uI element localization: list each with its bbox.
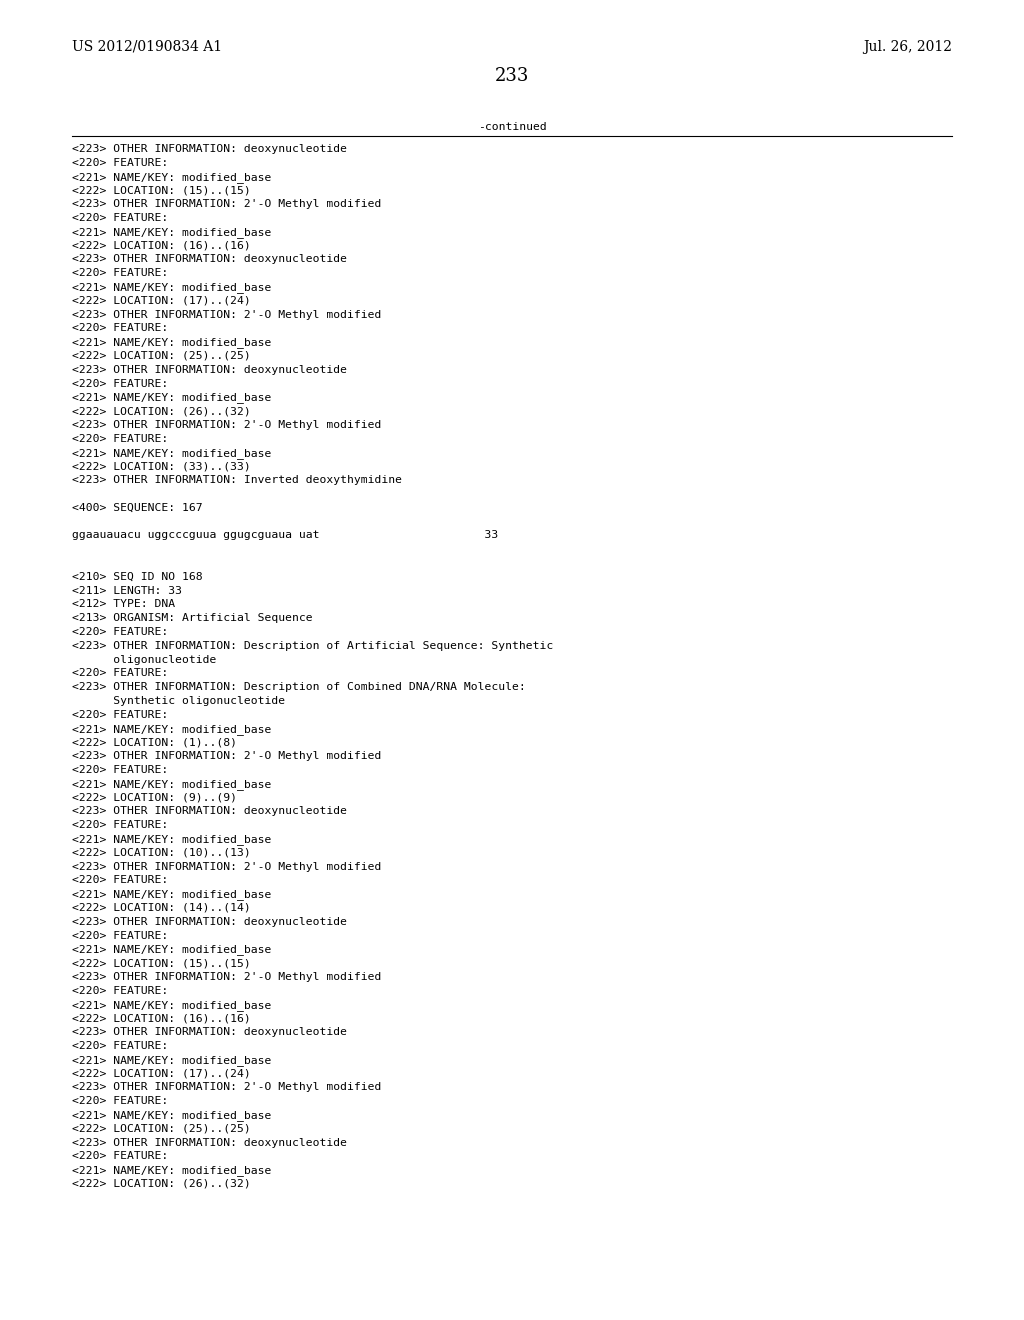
Text: <220> FEATURE:: <220> FEATURE: xyxy=(72,710,168,719)
Text: <221> NAME/KEY: modified_base: <221> NAME/KEY: modified_base xyxy=(72,1055,271,1065)
Text: <222> LOCATION: (17)..(24): <222> LOCATION: (17)..(24) xyxy=(72,1069,251,1078)
Text: <220> FEATURE:: <220> FEATURE: xyxy=(72,931,168,941)
Text: <222> LOCATION: (33)..(33): <222> LOCATION: (33)..(33) xyxy=(72,462,251,471)
Text: <223> OTHER INFORMATION: deoxynucleotide: <223> OTHER INFORMATION: deoxynucleotide xyxy=(72,255,347,264)
Text: <220> FEATURE:: <220> FEATURE: xyxy=(72,766,168,775)
Text: -continued: -continued xyxy=(477,121,547,132)
Text: <223> OTHER INFORMATION: deoxynucleotide: <223> OTHER INFORMATION: deoxynucleotide xyxy=(72,1138,347,1147)
Text: Synthetic oligonucleotide: Synthetic oligonucleotide xyxy=(72,696,285,706)
Text: <213> ORGANISM: Artificial Sequence: <213> ORGANISM: Artificial Sequence xyxy=(72,614,312,623)
Text: <221> NAME/KEY: modified_base: <221> NAME/KEY: modified_base xyxy=(72,227,271,238)
Text: <221> NAME/KEY: modified_base: <221> NAME/KEY: modified_base xyxy=(72,1110,271,1121)
Text: <222> LOCATION: (26)..(32): <222> LOCATION: (26)..(32) xyxy=(72,407,251,416)
Text: <223> OTHER INFORMATION: Description of Combined DNA/RNA Molecule:: <223> OTHER INFORMATION: Description of … xyxy=(72,682,525,692)
Text: <222> LOCATION: (25)..(25): <222> LOCATION: (25)..(25) xyxy=(72,1123,251,1134)
Text: <221> NAME/KEY: modified_base: <221> NAME/KEY: modified_base xyxy=(72,834,271,845)
Text: <212> TYPE: DNA: <212> TYPE: DNA xyxy=(72,599,175,610)
Text: <223> OTHER INFORMATION: deoxynucleotide: <223> OTHER INFORMATION: deoxynucleotide xyxy=(72,364,347,375)
Text: <220> FEATURE:: <220> FEATURE: xyxy=(72,668,168,678)
Text: <221> NAME/KEY: modified_base: <221> NAME/KEY: modified_base xyxy=(72,723,271,734)
Text: <221> NAME/KEY: modified_base: <221> NAME/KEY: modified_base xyxy=(72,447,271,458)
Text: <223> OTHER INFORMATION: deoxynucleotide: <223> OTHER INFORMATION: deoxynucleotide xyxy=(72,807,347,816)
Text: <221> NAME/KEY: modified_base: <221> NAME/KEY: modified_base xyxy=(72,172,271,182)
Text: <223> OTHER INFORMATION: 2'-O Methyl modified: <223> OTHER INFORMATION: 2'-O Methyl mod… xyxy=(72,751,381,762)
Text: <220> FEATURE:: <220> FEATURE: xyxy=(72,875,168,886)
Text: <223> OTHER INFORMATION: Inverted deoxythymidine: <223> OTHER INFORMATION: Inverted deoxyt… xyxy=(72,475,402,486)
Text: <221> NAME/KEY: modified_base: <221> NAME/KEY: modified_base xyxy=(72,779,271,789)
Text: <223> OTHER INFORMATION: 2'-O Methyl modified: <223> OTHER INFORMATION: 2'-O Methyl mod… xyxy=(72,1082,381,1093)
Text: <222> LOCATION: (25)..(25): <222> LOCATION: (25)..(25) xyxy=(72,351,251,360)
Text: oligonucleotide: oligonucleotide xyxy=(72,655,216,664)
Text: <210> SEQ ID NO 168: <210> SEQ ID NO 168 xyxy=(72,572,203,582)
Text: 233: 233 xyxy=(495,67,529,84)
Text: <223> OTHER INFORMATION: 2'-O Methyl modified: <223> OTHER INFORMATION: 2'-O Methyl mod… xyxy=(72,420,381,430)
Text: <222> LOCATION: (16)..(16): <222> LOCATION: (16)..(16) xyxy=(72,240,251,251)
Text: <222> LOCATION: (1)..(8): <222> LOCATION: (1)..(8) xyxy=(72,738,237,747)
Text: <222> LOCATION: (10)..(13): <222> LOCATION: (10)..(13) xyxy=(72,847,251,858)
Text: <223> OTHER INFORMATION: deoxynucleotide: <223> OTHER INFORMATION: deoxynucleotide xyxy=(72,1027,347,1038)
Text: US 2012/0190834 A1: US 2012/0190834 A1 xyxy=(72,40,222,54)
Text: <220> FEATURE:: <220> FEATURE: xyxy=(72,1041,168,1051)
Text: <222> LOCATION: (16)..(16): <222> LOCATION: (16)..(16) xyxy=(72,1014,251,1023)
Text: <223> OTHER INFORMATION: Description of Artificial Sequence: Synthetic: <223> OTHER INFORMATION: Description of … xyxy=(72,640,553,651)
Text: <222> LOCATION: (17)..(24): <222> LOCATION: (17)..(24) xyxy=(72,296,251,306)
Text: <400> SEQUENCE: 167: <400> SEQUENCE: 167 xyxy=(72,503,203,512)
Text: <220> FEATURE:: <220> FEATURE: xyxy=(72,379,168,388)
Text: <222> LOCATION: (14)..(14): <222> LOCATION: (14)..(14) xyxy=(72,903,251,913)
Text: <220> FEATURE:: <220> FEATURE: xyxy=(72,1096,168,1106)
Text: <211> LENGTH: 33: <211> LENGTH: 33 xyxy=(72,586,182,595)
Text: Jul. 26, 2012: Jul. 26, 2012 xyxy=(863,40,952,54)
Text: <220> FEATURE:: <220> FEATURE: xyxy=(72,323,168,334)
Text: <220> FEATURE:: <220> FEATURE: xyxy=(72,820,168,830)
Text: <222> LOCATION: (9)..(9): <222> LOCATION: (9)..(9) xyxy=(72,792,237,803)
Text: <221> NAME/KEY: modified_base: <221> NAME/KEY: modified_base xyxy=(72,1166,271,1176)
Text: <221> NAME/KEY: modified_base: <221> NAME/KEY: modified_base xyxy=(72,890,271,900)
Text: <220> FEATURE:: <220> FEATURE: xyxy=(72,268,168,279)
Text: <220> FEATURE:: <220> FEATURE: xyxy=(72,627,168,638)
Text: <223> OTHER INFORMATION: 2'-O Methyl modified: <223> OTHER INFORMATION: 2'-O Methyl mod… xyxy=(72,310,381,319)
Text: <220> FEATURE:: <220> FEATURE: xyxy=(72,1151,168,1162)
Text: ggaauauacu uggcccguua ggugcguaua uat                        33: ggaauauacu uggcccguua ggugcguaua uat 33 xyxy=(72,531,499,540)
Text: <221> NAME/KEY: modified_base: <221> NAME/KEY: modified_base xyxy=(72,282,271,293)
Text: <223> OTHER INFORMATION: 2'-O Methyl modified: <223> OTHER INFORMATION: 2'-O Methyl mod… xyxy=(72,972,381,982)
Text: <220> FEATURE:: <220> FEATURE: xyxy=(72,158,168,168)
Text: <222> LOCATION: (26)..(32): <222> LOCATION: (26)..(32) xyxy=(72,1179,251,1189)
Text: <220> FEATURE:: <220> FEATURE: xyxy=(72,434,168,444)
Text: <221> NAME/KEY: modified_base: <221> NAME/KEY: modified_base xyxy=(72,999,271,1011)
Text: <220> FEATURE:: <220> FEATURE: xyxy=(72,986,168,995)
Text: <221> NAME/KEY: modified_base: <221> NAME/KEY: modified_base xyxy=(72,944,271,956)
Text: <220> FEATURE:: <220> FEATURE: xyxy=(72,213,168,223)
Text: <223> OTHER INFORMATION: deoxynucleotide: <223> OTHER INFORMATION: deoxynucleotide xyxy=(72,917,347,927)
Text: <222> LOCATION: (15)..(15): <222> LOCATION: (15)..(15) xyxy=(72,185,251,195)
Text: <222> LOCATION: (15)..(15): <222> LOCATION: (15)..(15) xyxy=(72,958,251,968)
Text: <221> NAME/KEY: modified_base: <221> NAME/KEY: modified_base xyxy=(72,337,271,348)
Text: <223> OTHER INFORMATION: 2'-O Methyl modified: <223> OTHER INFORMATION: 2'-O Methyl mod… xyxy=(72,862,381,871)
Text: <223> OTHER INFORMATION: 2'-O Methyl modified: <223> OTHER INFORMATION: 2'-O Methyl mod… xyxy=(72,199,381,209)
Text: <221> NAME/KEY: modified_base: <221> NAME/KEY: modified_base xyxy=(72,392,271,404)
Text: <223> OTHER INFORMATION: deoxynucleotide: <223> OTHER INFORMATION: deoxynucleotide xyxy=(72,144,347,154)
